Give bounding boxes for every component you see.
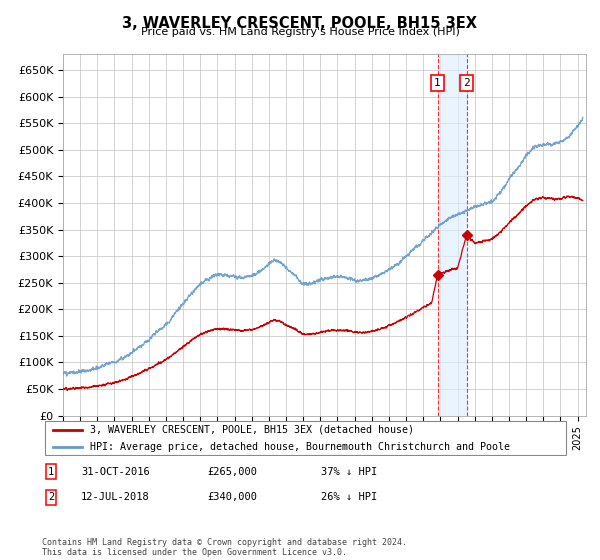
Text: 3, WAVERLEY CRESCENT, POOLE, BH15 3EX (detached house): 3, WAVERLEY CRESCENT, POOLE, BH15 3EX (d… [89, 425, 413, 435]
Text: 3, WAVERLEY CRESCENT, POOLE, BH15 3EX: 3, WAVERLEY CRESCENT, POOLE, BH15 3EX [122, 16, 478, 31]
Text: £265,000: £265,000 [207, 466, 257, 477]
Text: 1: 1 [48, 466, 54, 477]
Text: HPI: Average price, detached house, Bournemouth Christchurch and Poole: HPI: Average price, detached house, Bour… [89, 442, 509, 452]
Text: 37% ↓ HPI: 37% ↓ HPI [321, 466, 377, 477]
FancyBboxPatch shape [44, 422, 566, 455]
Text: 2: 2 [48, 492, 54, 502]
Text: Price paid vs. HM Land Registry's House Price Index (HPI): Price paid vs. HM Land Registry's House … [140, 27, 460, 37]
Text: 12-JUL-2018: 12-JUL-2018 [81, 492, 150, 502]
Text: 2: 2 [463, 78, 470, 88]
Text: 26% ↓ HPI: 26% ↓ HPI [321, 492, 377, 502]
Text: £340,000: £340,000 [207, 492, 257, 502]
Text: 1: 1 [434, 78, 441, 88]
Text: Contains HM Land Registry data © Crown copyright and database right 2024.
This d: Contains HM Land Registry data © Crown c… [42, 538, 407, 557]
Text: 31-OCT-2016: 31-OCT-2016 [81, 466, 150, 477]
Bar [437, 54, 467, 416]
